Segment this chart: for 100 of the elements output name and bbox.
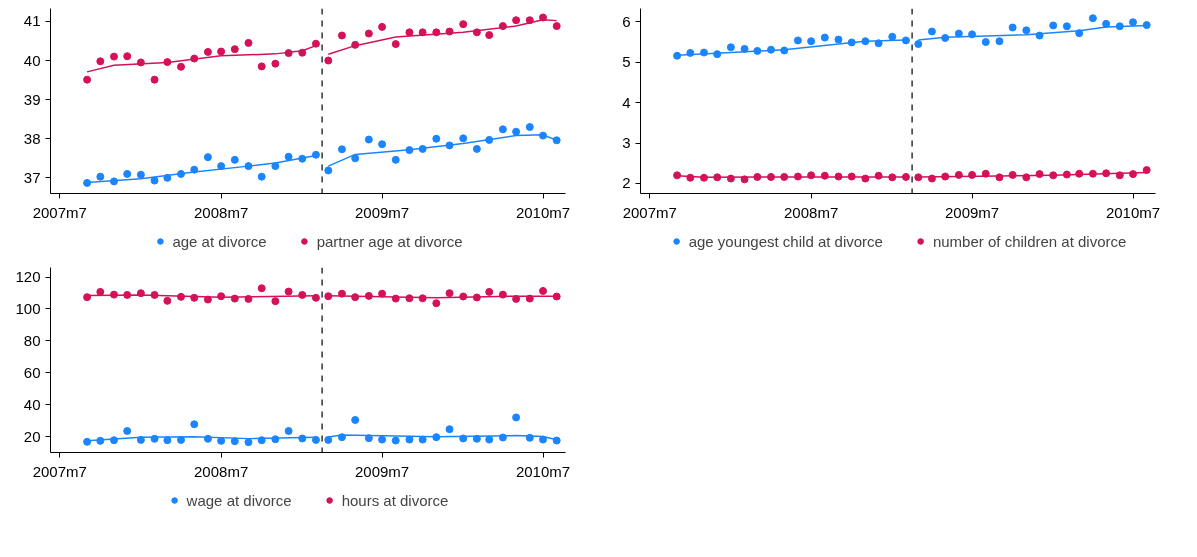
point (941, 172, 950, 181)
point (324, 166, 333, 175)
legend-label: number of children at divorce (932, 232, 1127, 250)
y-tick-label: 41 (23, 12, 41, 30)
point (1022, 26, 1031, 35)
point (257, 172, 266, 181)
point (163, 296, 172, 305)
point (337, 145, 346, 154)
point (539, 13, 548, 22)
point (203, 434, 212, 443)
point (96, 57, 105, 66)
point (217, 47, 226, 56)
x-tick-label: 2008m7 (784, 203, 839, 221)
point (1102, 19, 1111, 28)
point (311, 293, 320, 302)
point (552, 292, 561, 301)
point (1115, 22, 1124, 31)
point (432, 134, 441, 143)
point (1035, 31, 1044, 40)
point (445, 289, 454, 298)
point (512, 16, 521, 25)
point (1075, 169, 1084, 178)
point (337, 31, 346, 40)
point (96, 172, 105, 181)
point (378, 435, 387, 444)
point (927, 27, 936, 36)
point (418, 294, 427, 303)
x-tick-label: 2009m7 (944, 203, 1000, 221)
point (391, 40, 400, 49)
point (230, 45, 239, 54)
point (364, 291, 373, 300)
x-tick-label: 2007m7 (32, 203, 87, 221)
point (311, 150, 320, 159)
point (311, 39, 320, 48)
y-tick-label: 100 (15, 299, 41, 317)
point (820, 33, 829, 42)
point (190, 293, 199, 302)
point (512, 413, 521, 422)
point (324, 292, 333, 301)
point (459, 134, 468, 143)
point (136, 435, 145, 444)
point (311, 435, 320, 444)
x-tick-label: 2009m7 (354, 203, 410, 221)
y-tick-label: 38 (23, 129, 41, 147)
point (914, 40, 923, 49)
point (459, 20, 468, 29)
point (405, 28, 414, 37)
point (391, 155, 400, 164)
x-tick-label: 2009m7 (354, 462, 410, 480)
point (432, 299, 441, 308)
legend-label: partner age at divorce (316, 232, 463, 250)
point (284, 152, 293, 161)
point (498, 125, 507, 134)
point (525, 123, 534, 131)
y-tick-label: 120 (15, 268, 41, 286)
point (498, 290, 507, 299)
legend-label: age at divorce (172, 232, 267, 250)
point (767, 45, 776, 54)
x-tick-label: 2007m7 (32, 462, 87, 480)
point (190, 420, 199, 429)
point (1008, 23, 1017, 32)
point (378, 289, 387, 298)
point (901, 36, 910, 45)
point (83, 75, 92, 84)
point (834, 35, 843, 44)
y-tick-label: 5 (622, 53, 631, 71)
point (364, 135, 373, 144)
point (459, 434, 468, 443)
point (1035, 170, 1044, 179)
y-tick-label: 4 (622, 93, 631, 111)
point (83, 437, 92, 446)
point (83, 293, 92, 302)
point (525, 16, 534, 25)
point (673, 51, 682, 60)
point (485, 287, 494, 296)
point (954, 170, 963, 179)
point (230, 155, 239, 164)
y-tick-label: 20 (23, 427, 41, 445)
point (150, 75, 159, 84)
point (418, 435, 427, 444)
point (807, 37, 816, 46)
x-tick-label: 2010m7 (1105, 203, 1161, 221)
point (981, 38, 990, 47)
point (203, 153, 212, 162)
point (512, 127, 521, 136)
point (1022, 173, 1031, 182)
point (485, 31, 494, 40)
point (217, 436, 226, 445)
point (351, 415, 360, 424)
point (995, 37, 1004, 46)
point (123, 169, 132, 178)
point (230, 437, 239, 446)
point (888, 32, 897, 41)
point (673, 171, 682, 180)
point (257, 62, 266, 71)
point (364, 434, 373, 443)
point (445, 27, 454, 36)
y-tick-label: 37 (23, 168, 41, 186)
point (298, 434, 307, 443)
y-tick-label: 6 (622, 12, 631, 30)
